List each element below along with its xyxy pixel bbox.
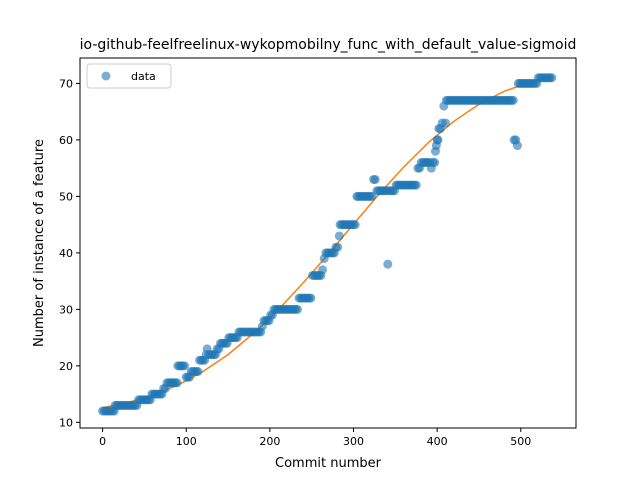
data-point	[172, 378, 182, 388]
data-point	[441, 118, 451, 128]
data-point	[292, 304, 302, 314]
x-axis-ticks: 0 100 200 300 400 500	[99, 428, 531, 448]
data-point	[547, 73, 557, 83]
x-tick-label: 400	[427, 435, 448, 448]
data-point	[350, 220, 360, 230]
y-tick-label: 60	[59, 134, 73, 147]
y-tick-label: 40	[59, 247, 73, 260]
x-tick-label: 100	[176, 435, 197, 448]
plot-area: 0 100 200 300 400 500 10 20 30 40 50 60 70	[59, 57, 577, 448]
data-point	[180, 361, 190, 371]
legend: data	[86, 63, 172, 89]
x-tick-label: 500	[510, 435, 531, 448]
legend-label-data: data	[131, 70, 156, 83]
y-tick-label: 50	[59, 190, 73, 203]
data-point	[193, 367, 203, 377]
x-tick-label: 300	[343, 435, 364, 448]
data-point	[430, 158, 440, 168]
plot-frame	[79, 57, 577, 429]
data-points-layer	[98, 73, 557, 416]
data-point	[318, 265, 328, 275]
data-point	[411, 180, 421, 190]
y-tick-label: 10	[59, 416, 73, 429]
y-axis-label: Number of instance of a feature	[32, 139, 47, 347]
x-axis-label: Commit number	[275, 456, 382, 471]
data-point	[333, 242, 343, 252]
data-point	[433, 135, 443, 145]
data-point	[334, 231, 344, 241]
y-tick-label: 30	[59, 303, 73, 316]
x-tick-label: 0	[99, 435, 106, 448]
x-tick-label: 200	[259, 435, 280, 448]
y-tick-label: 20	[59, 360, 73, 373]
data-point	[512, 141, 522, 151]
chart-title: io-github-feelfreelinux-wykopmobilny_fun…	[80, 37, 577, 53]
legend-marker-data	[101, 71, 111, 81]
data-point	[306, 293, 316, 303]
y-axis-ticks: 10 20 30 40 50 60 70	[59, 77, 80, 429]
y-tick-label: 70	[59, 77, 73, 90]
legend-box	[86, 63, 172, 89]
data-point	[383, 259, 393, 269]
data-point	[508, 95, 518, 105]
data-point	[370, 174, 380, 184]
